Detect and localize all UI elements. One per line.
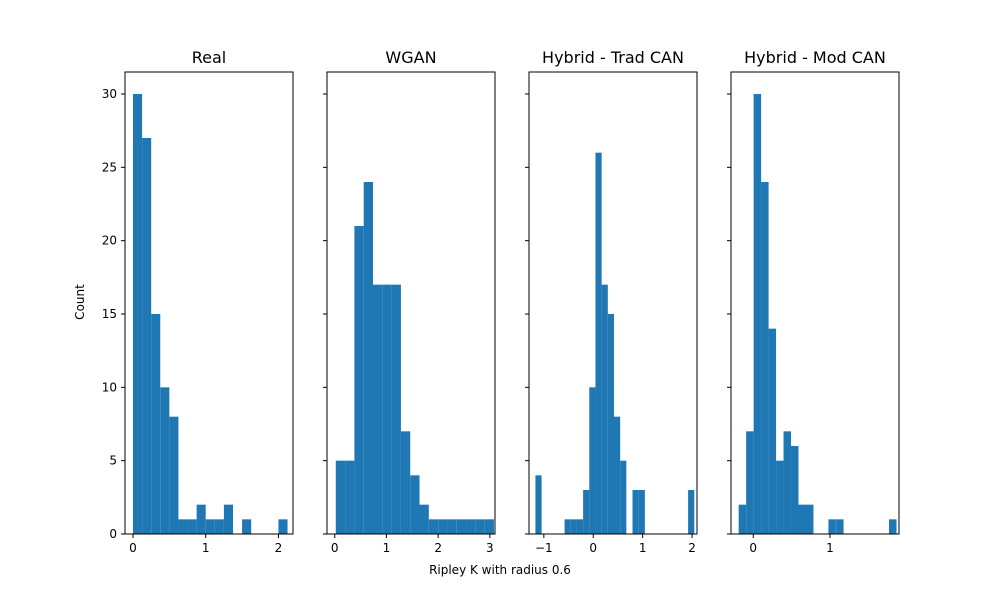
histogram-bar xyxy=(535,475,542,534)
x-axis-label: Ripley K with radius 0.6 xyxy=(429,563,571,577)
histogram-bar xyxy=(456,519,467,534)
histogram-bar xyxy=(475,519,485,534)
histogram-bar xyxy=(419,504,429,534)
histogram-bar xyxy=(428,519,439,534)
axes-frame xyxy=(326,71,496,535)
panel-title: Hybrid - Trad CAN xyxy=(542,48,684,67)
histogram-bar xyxy=(278,519,288,534)
histogram-bar xyxy=(632,490,639,534)
histogram-bar xyxy=(783,431,792,534)
histogram-bar xyxy=(142,138,152,534)
histogram-bar xyxy=(776,460,784,534)
histogram-bar xyxy=(133,94,143,534)
histogram-bar xyxy=(836,519,844,534)
histogram-bar xyxy=(382,284,392,534)
histogram-bar xyxy=(620,460,627,534)
axes-frame xyxy=(528,71,698,535)
x-tick-label: 0 xyxy=(129,541,137,555)
x-tick-label: 2 xyxy=(275,541,283,555)
x-tick-label: 1 xyxy=(383,541,391,555)
panel-1: 0 5 10 15 20 25 30 0 1 2 Real xyxy=(102,48,294,555)
histogram-bar xyxy=(391,284,401,534)
histogram-bar xyxy=(447,519,457,534)
x-tick-label: 2 xyxy=(434,541,442,555)
y-axis-label: Count xyxy=(73,284,87,320)
x-tick-label: 0 xyxy=(331,541,339,555)
histogram-bar xyxy=(335,460,346,534)
histogram-bar xyxy=(438,519,448,534)
histogram-bar xyxy=(576,519,584,534)
x-tick-label: 3 xyxy=(486,541,494,555)
histogram-bar xyxy=(484,519,494,534)
histogram-bar xyxy=(791,446,799,534)
y-tick-label: 0 xyxy=(109,527,117,541)
histogram-bar xyxy=(214,519,224,534)
histogram-bar xyxy=(151,314,161,534)
histogram-bar xyxy=(466,519,476,534)
panel-2: 0 1 2 3 WGAN xyxy=(323,48,496,555)
histogram-bar xyxy=(345,460,355,534)
histogram-bar xyxy=(363,182,373,534)
x-tick-label: 1 xyxy=(639,541,647,555)
panel-title: Hybrid - Mod CAN xyxy=(744,48,886,67)
histogram-bar xyxy=(613,416,621,534)
y-tick-label: 15 xyxy=(102,307,117,321)
histogram-bar xyxy=(805,504,814,534)
histogram-bar xyxy=(373,284,383,534)
histogram-bar xyxy=(187,519,197,534)
axes-frame xyxy=(124,71,294,535)
x-tick-label: −1 xyxy=(535,541,553,555)
histogram-bar xyxy=(169,416,179,534)
histogram-bar xyxy=(160,387,170,534)
histogram-bar xyxy=(889,519,897,534)
histogram-bar xyxy=(410,475,420,534)
axes-frame xyxy=(730,71,900,535)
histogram-bar xyxy=(242,519,252,534)
histogram-bar xyxy=(768,328,777,534)
histogram-bar xyxy=(564,519,571,534)
x-tick-label: 0 xyxy=(589,541,597,555)
y-tick-label: 25 xyxy=(102,160,117,174)
histogram-bar xyxy=(828,519,836,534)
x-tick-label: 1 xyxy=(202,541,210,555)
histogram-bar xyxy=(738,504,747,534)
x-tick-label: 2 xyxy=(688,541,696,555)
histogram-bar xyxy=(638,490,645,534)
histogram-bar xyxy=(601,284,608,534)
panel-title: WGAN xyxy=(385,48,436,67)
y-tick-label: 20 xyxy=(102,234,117,248)
histogram-bar xyxy=(205,519,215,534)
y-tick-label: 5 xyxy=(109,454,117,468)
histogram-bar xyxy=(583,490,590,534)
x-tick-label: 0 xyxy=(749,541,757,555)
histogram-bar xyxy=(570,519,577,534)
histogram-bar xyxy=(196,504,206,534)
histogram-bar xyxy=(761,182,769,534)
histogram-bar xyxy=(354,226,364,534)
histogram-bar xyxy=(223,504,233,534)
y-tick-label: 30 xyxy=(102,87,117,101)
histogram-bar xyxy=(688,490,695,534)
histogram-bar xyxy=(798,504,806,534)
histogram-bar xyxy=(178,519,188,534)
y-tick-label: 10 xyxy=(102,380,117,394)
histogram-bar xyxy=(595,152,602,535)
histogram-bar xyxy=(400,431,411,534)
histogram-bar xyxy=(753,94,762,534)
x-tick-label: 1 xyxy=(826,541,834,555)
histogram-bar xyxy=(607,314,614,534)
histogram-bar xyxy=(589,387,596,534)
panel-3: −1 0 1 2 Hybrid - Trad CAN xyxy=(525,48,698,555)
panel-4: 0 1 Hybrid - Mod CAN xyxy=(727,48,900,555)
panel-title: Real xyxy=(192,48,227,67)
histogram-bar xyxy=(746,431,754,534)
